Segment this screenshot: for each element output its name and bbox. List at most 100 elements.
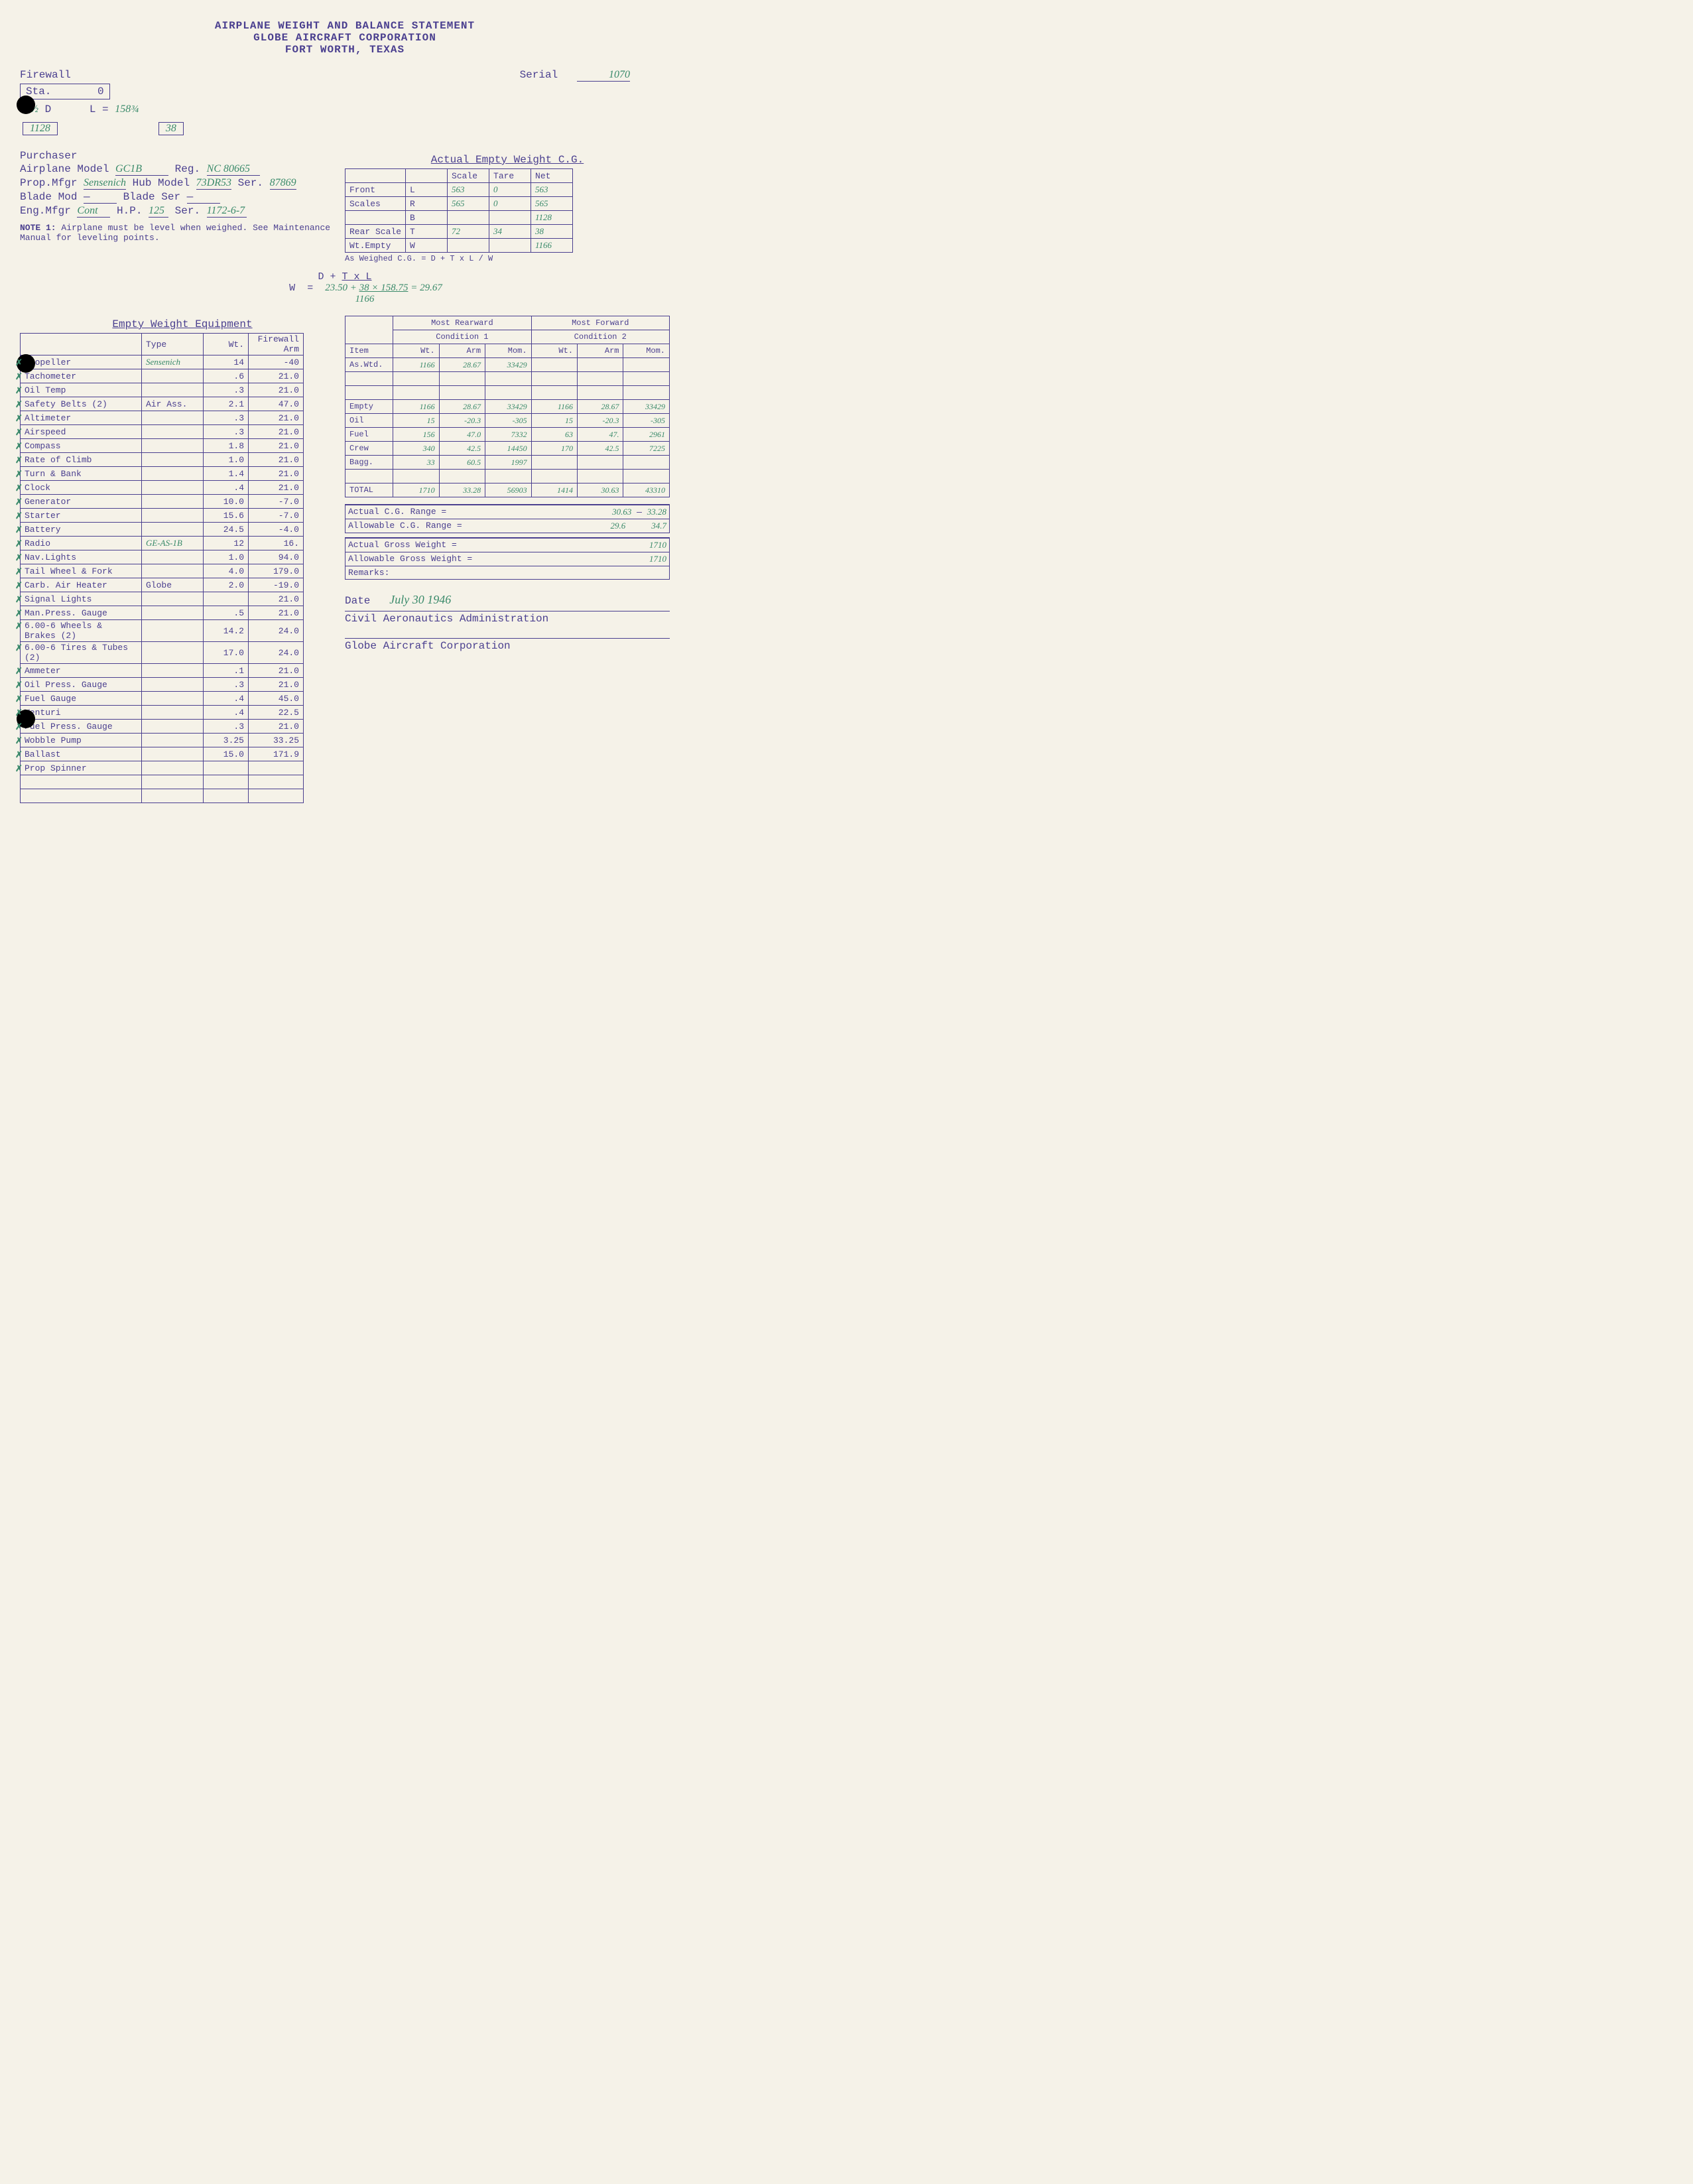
- table-cell: 15.0: [204, 747, 249, 761]
- reg-label: Reg.: [175, 163, 200, 175]
- table-cell: 47.0: [249, 397, 304, 411]
- hub-ser-value: 87869: [270, 177, 296, 190]
- table-cell: [142, 620, 204, 642]
- table-cell: 10.0: [204, 495, 249, 509]
- table-cell: [345, 386, 393, 400]
- table-cell: 33429: [485, 358, 531, 372]
- eng-label: Eng.Mfgr: [20, 205, 71, 217]
- blade-mod-label: Blade Mod: [20, 191, 77, 203]
- table-cell: 30.63: [578, 483, 623, 497]
- note1-text: Airplane must be level when weighed. See…: [20, 223, 330, 243]
- model-label: Airplane Model: [20, 163, 109, 175]
- table-cell: [142, 481, 204, 495]
- d-label: D: [45, 103, 52, 115]
- table-cell: 28.67: [439, 358, 485, 372]
- table-cell: ✗Carb. Air Heater: [21, 578, 142, 592]
- table-cell: 24.0: [249, 620, 304, 642]
- table-cell: [578, 372, 623, 386]
- document-header: AIRPLANE WEIGHT AND BALANCE STATEMENT GL…: [20, 20, 670, 56]
- table-cell: .4: [204, 481, 249, 495]
- table-cell: -20.3: [578, 414, 623, 428]
- firewall-label: Firewall: [20, 69, 345, 81]
- table-cell: 1997: [485, 456, 531, 470]
- equipment-table: Type Wt. Firewall Arm ✗PropellerSensenic…: [20, 333, 304, 803]
- hub-label: Hub Model: [133, 177, 190, 189]
- table-cell: 47.0: [439, 428, 485, 442]
- table-cell: [142, 467, 204, 481]
- table-cell: Sensenich: [142, 355, 204, 369]
- table-cell: [531, 470, 577, 483]
- table-cell: 1.0: [204, 453, 249, 467]
- l-label: L =: [90, 103, 109, 115]
- table-cell: [578, 386, 623, 400]
- table-cell: 33429: [623, 400, 670, 414]
- table-cell: .3: [204, 678, 249, 692]
- table-cell: [623, 386, 670, 400]
- table-cell: [142, 564, 204, 578]
- table-cell: [393, 386, 439, 400]
- equipment-title: Empty Weight Equipment: [20, 318, 345, 330]
- table-cell: ✗Nav.Lights: [21, 550, 142, 564]
- table-cell: 14.2: [204, 620, 249, 642]
- table-cell: 15: [393, 414, 439, 428]
- table-cell: 42.5: [578, 442, 623, 456]
- table-cell: 33429: [485, 400, 531, 414]
- conditions-table: Most Rearward Most Forward Condition 1 C…: [345, 316, 670, 497]
- table-cell: 1166: [531, 400, 577, 414]
- table-cell: .3: [204, 720, 249, 734]
- table-cell: 28.67: [439, 400, 485, 414]
- table-cell: [142, 550, 204, 564]
- cg-footer: As Weighed C.G. = D + T x L / W: [345, 254, 670, 263]
- table-cell: .6: [204, 369, 249, 383]
- table-cell: 56903: [485, 483, 531, 497]
- table-cell: 15.6: [204, 509, 249, 523]
- date-label: Date: [345, 595, 370, 607]
- hp-label: H.P.: [117, 205, 142, 217]
- table-cell: [485, 470, 531, 483]
- table-cell: ✗Starter: [21, 509, 142, 523]
- table-cell: [393, 372, 439, 386]
- table-cell: -305: [485, 414, 531, 428]
- remarks-label: Remarks:: [348, 568, 389, 578]
- table-cell: .3: [204, 425, 249, 439]
- table-cell: [204, 789, 249, 803]
- table-cell: Bagg.: [345, 456, 393, 470]
- table-cell: [439, 470, 485, 483]
- table-cell: 1.8: [204, 439, 249, 453]
- table-cell: .4: [204, 706, 249, 720]
- table-cell: TOTAL: [345, 483, 393, 497]
- punch-hole: [17, 96, 35, 114]
- table-cell: ✗Tachometer: [21, 369, 142, 383]
- table-cell: ✗Altimeter: [21, 411, 142, 425]
- table-cell: [623, 470, 670, 483]
- table-cell: Fuel: [345, 428, 393, 442]
- table-cell: 21.0: [249, 720, 304, 734]
- table-cell: -4.0: [249, 523, 304, 537]
- table-cell: Crew: [345, 442, 393, 456]
- allow-cg-label: Allowable C.G. Range =: [348, 521, 462, 531]
- table-cell: 14450: [485, 442, 531, 456]
- table-cell: .3: [204, 411, 249, 425]
- table-cell: 15: [531, 414, 577, 428]
- table-cell: 21.0: [249, 383, 304, 397]
- table-cell: 156: [393, 428, 439, 442]
- table-cell: 171.9: [249, 747, 304, 761]
- table-cell: ✗6.00-6 Wheels & Brakes (2): [21, 620, 142, 642]
- table-cell: [142, 706, 204, 720]
- table-cell: [204, 761, 249, 775]
- table-cell: 60.5: [439, 456, 485, 470]
- table-cell: ✗Clock: [21, 481, 142, 495]
- table-cell: 2.0: [204, 578, 249, 592]
- table-cell: 7225: [623, 442, 670, 456]
- cg-title: Actual Empty Weight C.G.: [345, 154, 670, 166]
- globe-label: Globe Aircraft Corporation: [345, 640, 670, 652]
- table-cell: .5: [204, 606, 249, 620]
- table-cell: .4: [204, 692, 249, 706]
- date-value: July 30 1946: [389, 593, 451, 606]
- formula-line: D + T x L W = 23.50 + 38 × 158.75 = 29.6…: [20, 271, 670, 305]
- table-cell: 21.0: [249, 678, 304, 692]
- box-right: 38: [158, 122, 184, 135]
- table-cell: [485, 372, 531, 386]
- header-line2: GLOBE AIRCRAFT CORPORATION: [20, 32, 670, 44]
- table-cell: ✗Propeller: [21, 355, 142, 369]
